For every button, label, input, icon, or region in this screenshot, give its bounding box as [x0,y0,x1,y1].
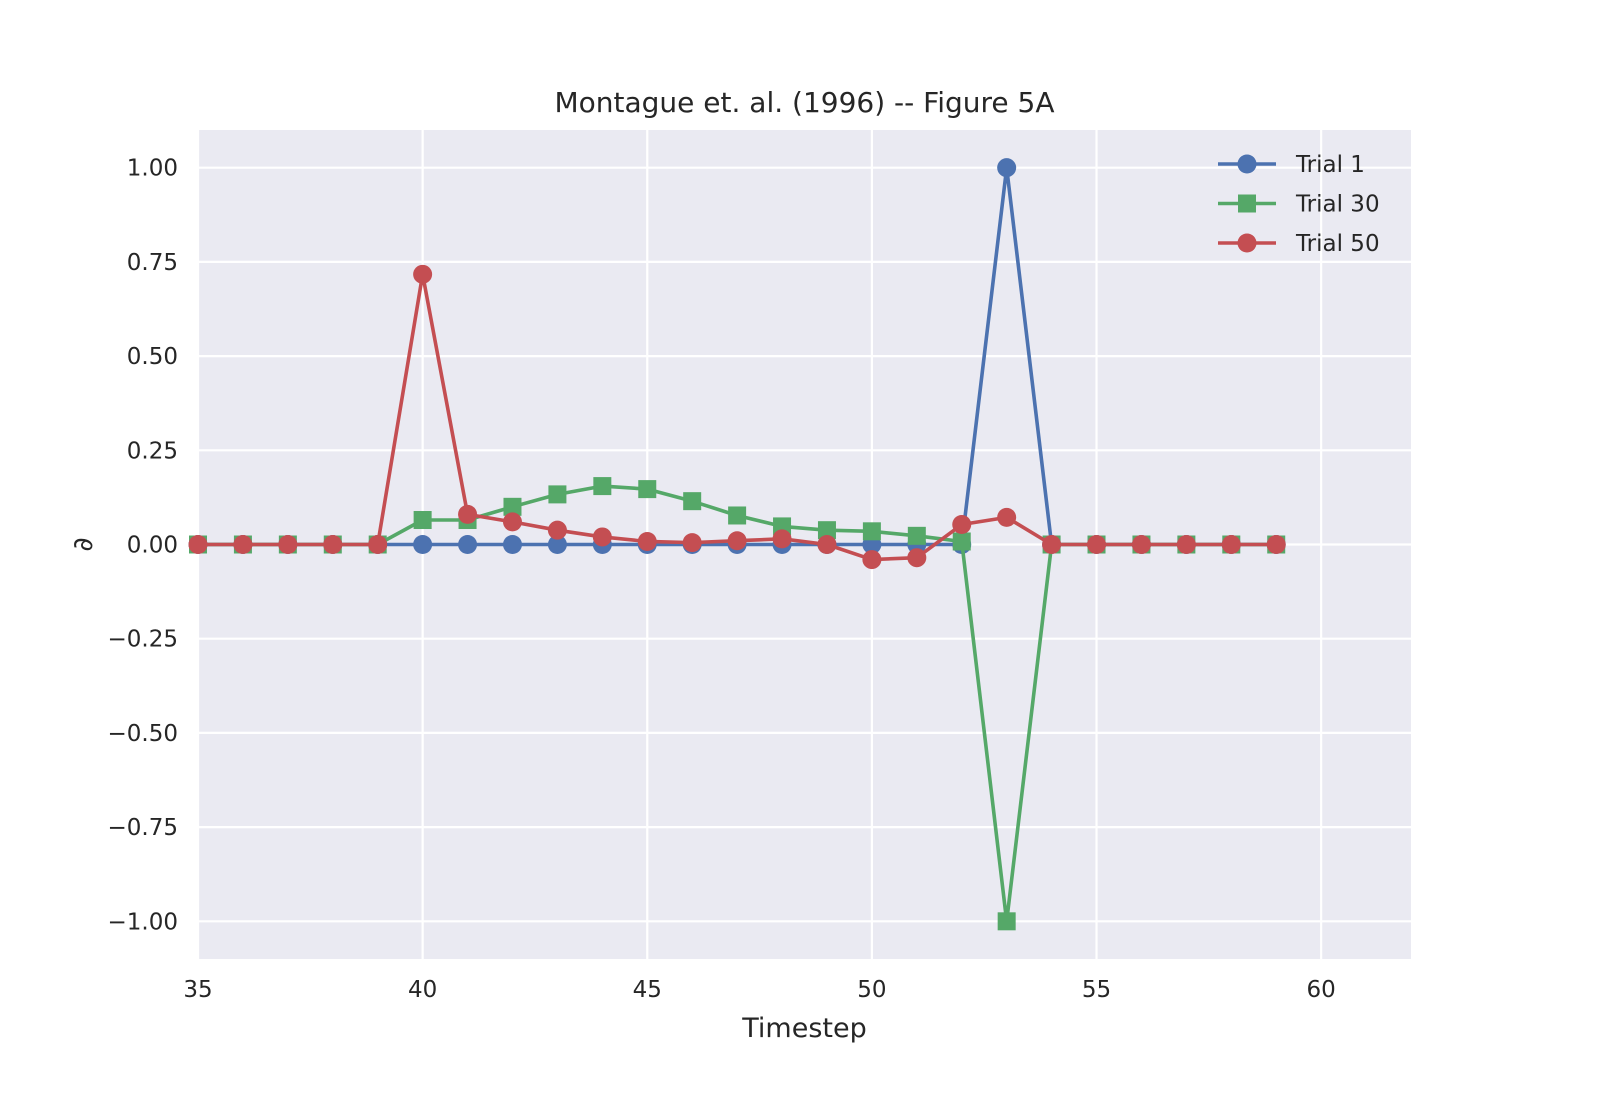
data-point [1087,535,1107,554]
data-point [1042,535,1062,554]
data-point [1131,535,1151,554]
data-point [817,521,836,540]
y-axis: 1.00 0.75 0.50 0.25 0.00 −0.25 −0.50 −0.75 −1.00 [108,156,178,936]
data-point [728,506,747,525]
data-point [1176,535,1196,554]
legend-label: Trial 50 [1295,231,1380,257]
y-tick-label: −0.50 [108,721,178,747]
x-tick-label: 50 [857,977,886,1003]
legend-label: Trial 30 [1295,192,1380,218]
data-point [638,480,657,499]
y-tick-label: −0.25 [108,627,178,653]
y-axis-label: ∂ [68,538,99,552]
x-tick-label: 40 [408,977,437,1003]
legend: Trial 1 Trial 30 Trial 50 [1218,152,1380,257]
data-point [952,532,971,551]
data-point [727,531,747,551]
legend-label: Trial 1 [1295,152,1365,178]
y-tick-label: −1.00 [108,909,178,935]
x-tick-label: 55 [1082,977,1111,1003]
y-tick-label: 1.00 [127,156,178,182]
y-tick-label: 0.75 [127,250,178,276]
y-tick-label: −0.75 [108,815,178,841]
data-point [772,529,792,549]
data-point [368,535,388,554]
data-point [862,522,881,541]
data-point [952,515,972,535]
data-point [502,535,522,554]
data-point [817,535,837,554]
data-point [502,512,522,532]
data-point [1221,535,1241,554]
data-point [997,158,1017,178]
y-tick-label: 0.00 [127,533,178,559]
legend-item: Trial 50 [1218,231,1380,257]
x-tick-label: 45 [633,977,662,1003]
data-point [458,535,478,554]
data-point [323,535,343,554]
data-point [997,507,1017,527]
legend-item: Trial 30 [1218,192,1380,218]
series-trial-50 [188,264,1286,570]
data-point [413,511,432,530]
data-point [278,535,298,554]
x-axis: 35 40 45 50 55 60 [183,977,1335,1003]
data-point [503,497,522,516]
data-point [862,550,882,570]
legend-marker [1237,233,1257,253]
x-tick-label: 35 [183,977,212,1003]
legend-marker [1237,154,1257,174]
data-point [548,485,567,504]
data-point [547,535,567,554]
series-layer [188,158,1286,931]
data-point [907,526,926,545]
data-point [413,264,433,284]
data-point [458,504,478,524]
chart-title: Montague et. al. (1996) -- Figure 5A [554,86,1054,119]
x-axis-label: Timestep [741,1013,866,1044]
legend-marker [1238,194,1256,213]
legend-item: Trial 1 [1218,152,1365,178]
data-point [907,548,927,568]
data-point [188,535,208,554]
data-point [592,527,612,547]
data-point [547,520,567,540]
x-tick-label: 60 [1307,977,1336,1003]
data-point [233,535,253,554]
data-point [593,477,612,496]
data-point [1266,535,1286,554]
data-point [683,492,702,511]
y-tick-label: 0.50 [127,344,178,370]
data-point [997,912,1016,931]
data-point [413,535,433,554]
data-point [682,533,702,553]
data-point [637,531,657,551]
y-tick-label: 0.25 [127,438,178,464]
